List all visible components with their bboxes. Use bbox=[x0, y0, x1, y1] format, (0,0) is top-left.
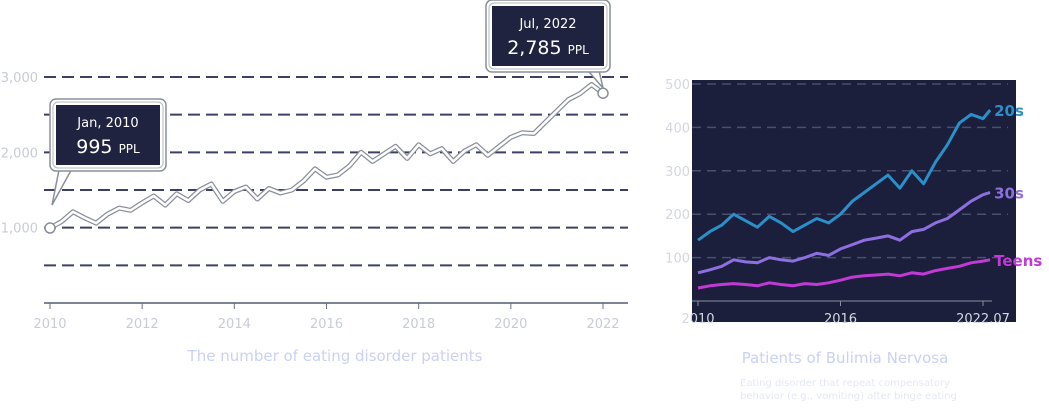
series-line-teens bbox=[697, 258, 991, 290]
x-tick-label: 2020 bbox=[494, 317, 527, 332]
callout-frame-inner bbox=[488, 2, 608, 70]
y-tick-label: 1,000 bbox=[1, 222, 38, 237]
y-tick-label: 200 bbox=[665, 208, 690, 223]
callout-date: Jan, 2010 bbox=[76, 116, 138, 131]
callout-tail bbox=[51, 164, 75, 206]
series-line bbox=[48, 83, 605, 230]
series-line-30s bbox=[697, 191, 991, 275]
y-tick-label: 400 bbox=[665, 121, 690, 136]
x-tick-label: 2016 bbox=[824, 312, 857, 327]
y-tick-label: 300 bbox=[665, 165, 690, 180]
y-tick-label: 3,000 bbox=[1, 71, 38, 86]
start-point-marker bbox=[44, 222, 56, 234]
right-chart-title: Patients of Bulimia Nervosa bbox=[741, 349, 949, 367]
callout-value: 995 PPL bbox=[76, 136, 140, 158]
x-tick-label: 2022 bbox=[586, 317, 619, 332]
callout-frame-inner bbox=[52, 101, 164, 169]
y-tick-label: 100 bbox=[665, 252, 690, 267]
callout-box bbox=[492, 6, 604, 66]
callout-value: 2,785 PPL bbox=[507, 37, 589, 59]
x-tick-label: 2010 bbox=[681, 312, 714, 327]
annotation-callout: Jul, 2022 2,785 PPL bbox=[485, 0, 611, 89]
right-chart-subtitle: Eating disorder that repeat compensatory… bbox=[740, 378, 957, 402]
series-line-20s bbox=[697, 109, 992, 242]
left-chart-title: The number of eating disorder patients bbox=[187, 347, 483, 365]
y-tick-label: 2,000 bbox=[1, 146, 38, 161]
x-tick-label: 2012 bbox=[126, 317, 159, 332]
right-chart: 100 200 300 400 500 2010 2016 2022.07 20s 30s Teen… bbox=[665, 78, 1042, 327]
x-tick-label: 2018 bbox=[402, 317, 435, 332]
x-tick-label: 2016 bbox=[310, 317, 343, 332]
series-label-teens: Teens bbox=[994, 252, 1042, 270]
annotation-callout: Jan, 2010 995 PPL bbox=[49, 98, 167, 206]
x-tick-label: 2014 bbox=[218, 317, 251, 332]
x-tick-label: 2022.07 bbox=[956, 312, 1010, 327]
left-chart: 1,000 2,000 3,000 2010 2012 2014 2016 2018 2020 2… bbox=[1, 0, 628, 332]
x-tick-label: 2010 bbox=[33, 317, 66, 332]
y-tick-label: 500 bbox=[665, 78, 690, 93]
end-point-marker bbox=[597, 87, 609, 99]
series-label-20s: 20s bbox=[994, 102, 1024, 120]
callout-box bbox=[56, 105, 160, 165]
callout-date: Jul, 2022 bbox=[518, 17, 576, 32]
series-label-30s: 30s bbox=[994, 185, 1024, 203]
